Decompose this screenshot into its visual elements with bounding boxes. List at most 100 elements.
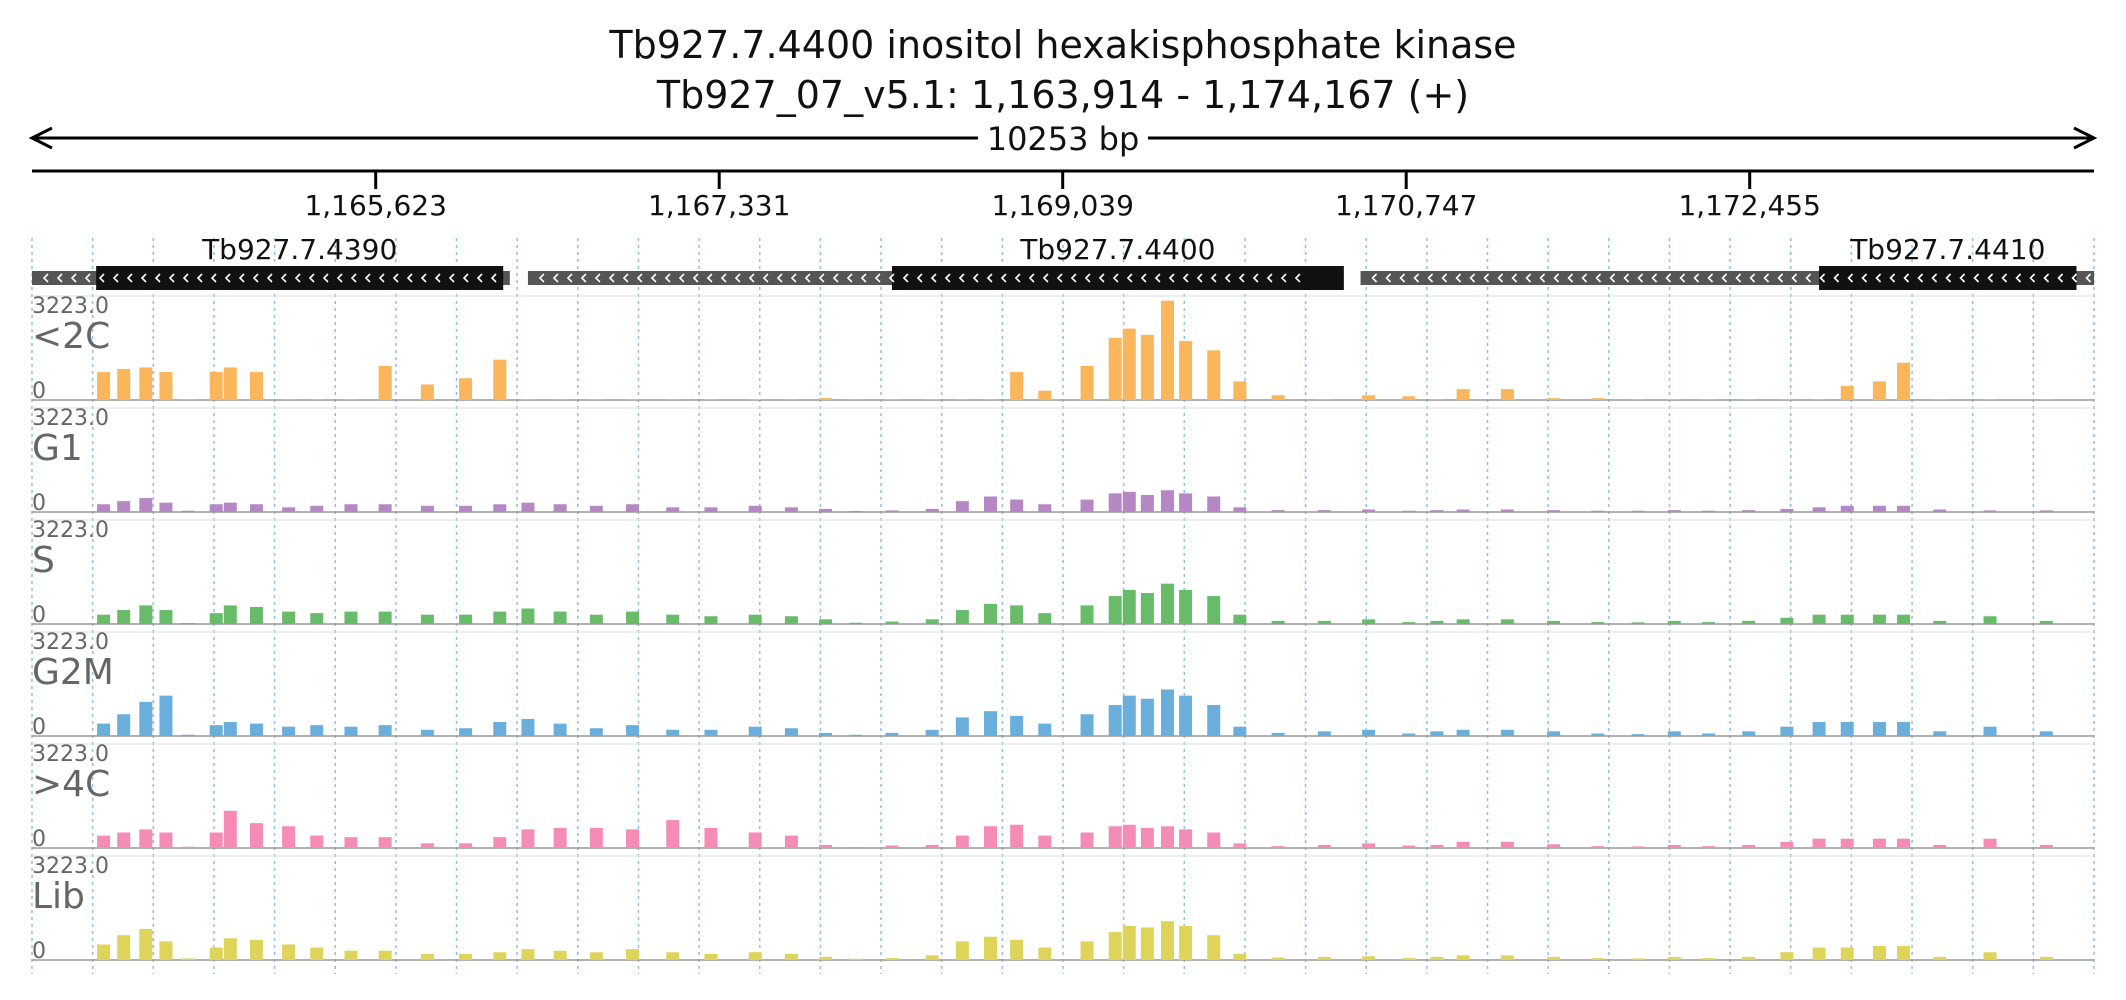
coverage-bar xyxy=(459,505,473,512)
coverage-bar xyxy=(310,725,324,736)
coverage-bar xyxy=(748,399,762,400)
coverage-bar xyxy=(1362,843,1376,848)
coverage-bar xyxy=(1500,955,1514,960)
coverage-bar xyxy=(885,845,899,848)
coverage-bar xyxy=(209,947,223,960)
coverage-bar xyxy=(748,952,762,960)
coverage-bar xyxy=(1631,622,1645,624)
coverage-bar xyxy=(1840,838,1854,848)
coverage-bar xyxy=(139,928,153,960)
coverage-bar xyxy=(1742,844,1756,848)
coverage-bar xyxy=(1317,399,1331,400)
coverage-bar xyxy=(1872,722,1886,736)
coverage-bar xyxy=(1780,399,1794,400)
coverage-bar xyxy=(493,611,507,624)
coverage-bar xyxy=(1430,844,1444,848)
coverage-bar xyxy=(420,729,434,736)
coverage-bar xyxy=(97,504,111,512)
coverage-bar xyxy=(589,728,603,736)
coverage-bar xyxy=(97,944,111,960)
coverage-bar xyxy=(819,508,833,512)
coverage-bar xyxy=(849,734,863,736)
track-label: >4C xyxy=(32,764,110,805)
axis-tick-label: 1,167,331 xyxy=(648,189,791,222)
coverage-bar xyxy=(1122,925,1136,960)
axis-tick-label: 1,172,455 xyxy=(1678,189,1821,222)
coverage-bar xyxy=(626,611,640,624)
coverage-bar xyxy=(344,611,358,624)
coverage-bar xyxy=(1362,729,1376,736)
coverage-bar xyxy=(1271,846,1285,848)
coverage-bar xyxy=(885,510,899,512)
coverage-bar xyxy=(1108,826,1122,848)
coverage-bar xyxy=(1362,509,1376,512)
chart-title: Tb927.7.4400 inositol hexakisphosphate k… xyxy=(608,23,1516,67)
coverage-bar xyxy=(1207,350,1221,400)
coverage-bar xyxy=(181,623,195,624)
coverage-bar xyxy=(2039,844,2053,848)
coverage-bar xyxy=(1547,731,1561,736)
coverage-bar xyxy=(223,502,237,512)
coverage-bar xyxy=(1983,838,1997,848)
coverage-bar xyxy=(1122,824,1136,848)
coverage-bar xyxy=(1840,505,1854,512)
track-max-label: 3223.0 xyxy=(32,294,109,319)
gene-track: Tb927.7.4390 Tb927.7.4400 Tb927.7.4410 xyxy=(32,233,2094,290)
coverage-bar xyxy=(378,725,392,736)
coverage-bar xyxy=(885,732,899,736)
coverage-bar xyxy=(249,939,263,960)
coverage-bar xyxy=(819,398,833,400)
coverage-bar xyxy=(1317,620,1331,624)
coverage-bar xyxy=(1701,622,1715,624)
coverage-bar xyxy=(459,728,473,736)
coverage-bar xyxy=(1140,592,1154,624)
coverage-bar xyxy=(344,950,358,960)
coverage-bar xyxy=(1591,398,1605,400)
gene-label: Tb927.7.4390 xyxy=(201,233,397,266)
coverage-bar xyxy=(1872,381,1886,400)
coverage-bar xyxy=(420,953,434,960)
coverage-bar xyxy=(983,603,997,624)
track-max-label: 3223.0 xyxy=(32,742,109,767)
coverage-bar xyxy=(1010,372,1024,400)
track-max-label: 3223.0 xyxy=(32,406,109,431)
coverage-bar xyxy=(378,950,392,960)
coverage-bar xyxy=(1667,956,1681,960)
coverage-bar xyxy=(1317,956,1331,960)
coverage-bar xyxy=(1271,957,1285,960)
coverage-bar xyxy=(1038,835,1052,848)
coverage-bar xyxy=(1780,726,1794,736)
coverage-bar xyxy=(459,614,473,624)
coverage-bar xyxy=(666,952,680,960)
coverage-bar xyxy=(626,829,640,848)
coverage-bar xyxy=(925,619,939,624)
coverage-bar xyxy=(1233,953,1247,960)
coverage-bar xyxy=(1179,925,1193,960)
gene-label: Tb927.7.4410 xyxy=(1849,233,2045,266)
coverage-bar xyxy=(955,941,969,960)
coverage-bar xyxy=(117,368,131,400)
coverage-bar xyxy=(784,953,798,960)
coverage-bar xyxy=(1080,605,1094,624)
coverage-bar xyxy=(1456,389,1470,400)
coverage-bar xyxy=(1742,510,1756,512)
coverage-bar xyxy=(1317,844,1331,848)
coverage-bar xyxy=(1547,956,1561,960)
coverage-bar xyxy=(249,606,263,624)
coverage-bar xyxy=(521,829,535,848)
coverage-bar xyxy=(139,829,153,848)
coverage-bar xyxy=(1402,845,1416,848)
coverage-bar xyxy=(249,823,263,848)
coverage-bar xyxy=(1701,399,1715,400)
coverage-bar xyxy=(1038,504,1052,512)
coverage-bar xyxy=(1207,704,1221,736)
track-max-label: 3223.0 xyxy=(32,518,109,543)
coverage-bar xyxy=(282,944,296,960)
coverage-bar xyxy=(819,844,833,848)
gene-cds-bar xyxy=(1819,266,2077,290)
coverage-bar xyxy=(1812,838,1826,848)
coverage-bar xyxy=(1780,508,1794,512)
coverage-bar xyxy=(666,820,680,848)
track-zero-label: 0 xyxy=(32,379,46,404)
coverage-bar xyxy=(1179,829,1193,848)
